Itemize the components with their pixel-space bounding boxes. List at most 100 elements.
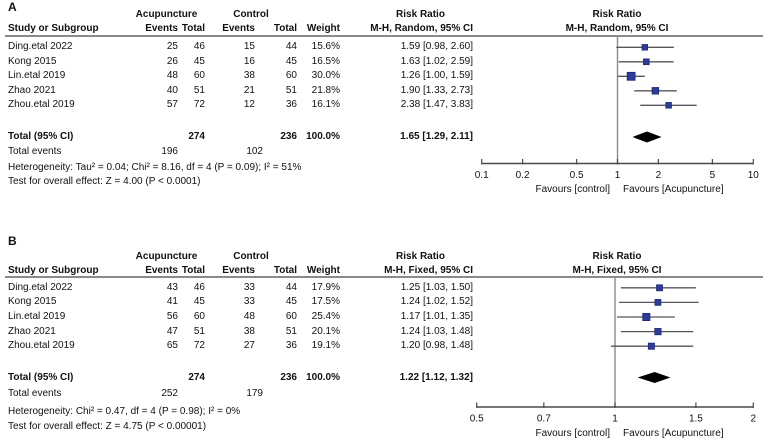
control-total: 60 [285, 70, 297, 82]
control-events: 15 [243, 41, 255, 53]
control-total: 60 [285, 311, 297, 322]
axis-tick-label: 2 [656, 170, 662, 181]
control-total: 44 [285, 41, 297, 53]
study-name: Lin.etal 2019 [8, 311, 66, 322]
acupuncture-total: 60 [193, 70, 205, 82]
weight-value: 21.8% [311, 84, 340, 96]
favours-left-label: Favours [control] [535, 428, 610, 439]
control-events: 33 [243, 296, 255, 308]
axis-tick-label: 5 [710, 170, 716, 181]
study-name: Kong 2015 [8, 55, 57, 67]
col-header-events-acupuncture: Events [145, 265, 178, 276]
heterogeneity-text: Heterogeneity: Chi² = 0.47, df = 4 (P = … [8, 406, 241, 417]
study-name: Ding.etal 2022 [8, 281, 73, 293]
col-header-weight: Weight [306, 265, 340, 276]
control-total: 45 [285, 55, 297, 67]
acupuncture-total: 45 [193, 55, 205, 67]
risk-ratio-ci-value: 1.25 [1.03, 1.50] [400, 281, 473, 293]
acupuncture-events: 43 [166, 281, 178, 293]
weight-value: 30.0% [311, 70, 340, 82]
effect-square [665, 102, 672, 109]
study-name: Kong 2015 [8, 296, 57, 308]
study-name: Ding.etal 2022 [8, 41, 73, 53]
axis-tick-label: 0.1 [475, 170, 489, 181]
favours-left-label: Favours [control] [535, 184, 610, 195]
axis-tick-label: 1.5 [689, 414, 703, 425]
study-name: Zhao 2021 [8, 325, 56, 337]
plot-header-risk-ratio: Risk Ratio [592, 251, 642, 262]
col-header-study: Study or Subgroup [8, 265, 99, 276]
risk-ratio-ci-value: 1.59 [0.98, 2.60] [400, 41, 473, 53]
acupuncture-events: 48 [166, 70, 178, 82]
overall-effect-text: Test for overall effect: Z = 4.00 (P < 0… [8, 176, 201, 187]
col-header-method: M-H, Fixed, 95% CI [384, 265, 473, 276]
effect-square [651, 87, 660, 95]
axis-tick-label: 2 [751, 414, 757, 425]
weight-value: 16.5% [311, 55, 340, 67]
total-control-total: 236 [280, 131, 297, 142]
axis-tick-label: 0.7 [537, 414, 551, 425]
total-events-acupuncture: 252 [161, 388, 178, 399]
study-name: Lin.etal 2019 [8, 70, 66, 82]
col-header-total-acupuncture: Total [181, 265, 205, 276]
weight-value: 19.1% [311, 340, 340, 352]
control-total: 51 [285, 84, 297, 96]
control-events: 12 [243, 99, 255, 111]
effect-square [626, 71, 636, 81]
risk-ratio-ci-value: 1.26 [1.00, 1.59] [400, 70, 473, 82]
axis-tick-label: 1 [615, 170, 621, 181]
risk-ratio-ci-value: 1.24 [1.02, 1.52] [400, 296, 473, 308]
axis-tick-label: 10 [748, 170, 760, 181]
group-header-control: Control [233, 9, 269, 20]
control-total: 36 [285, 99, 297, 111]
acupuncture-total: 51 [193, 325, 205, 337]
total-row-label: Total (95% CI) [8, 372, 74, 383]
risk-ratio-ci-value: 1.24 [1.03, 1.48] [400, 325, 473, 337]
risk-ratio-ci-value: 2.38 [1.47, 3.83] [400, 99, 473, 111]
acupuncture-total: 72 [193, 99, 205, 111]
col-header-total-control: Total [273, 265, 297, 276]
group-header-control: Control [233, 251, 269, 262]
total-diamond [632, 131, 662, 143]
effect-square [641, 44, 649, 51]
weight-value: 20.1% [311, 325, 340, 337]
col-header-total-acupuncture: Total [181, 23, 205, 34]
acupuncture-total: 46 [193, 281, 205, 293]
effect-square [654, 328, 662, 336]
effect-square [656, 284, 663, 292]
total-weight: 100.0% [306, 372, 340, 383]
total-risk-ratio: 1.65 [1.29, 2.11] [400, 131, 473, 142]
weight-value: 17.5% [311, 296, 340, 308]
total-events-label: Total events [8, 388, 62, 399]
plot-header-risk-ratio: Risk Ratio [592, 9, 642, 20]
risk-ratio-ci-value: 1.20 [0.98, 1.48] [400, 340, 473, 352]
effect-square [654, 299, 662, 306]
axis-tick-label: 1 [612, 414, 618, 425]
axis-tick-label: 0.5 [570, 170, 584, 181]
risk-ratio-ci-value: 1.63 [1.02, 2.59] [400, 55, 473, 67]
stats-header-risk-ratio: Risk Ratio [396, 9, 445, 20]
col-header-events-control: Events [222, 23, 255, 34]
acupuncture-events: 65 [166, 340, 178, 352]
axis-tick-label: 0.2 [516, 170, 530, 181]
total-acupuncture-total: 274 [188, 372, 205, 383]
col-header-study: Study or Subgroup [8, 23, 99, 34]
acupuncture-events: 47 [166, 325, 178, 337]
acupuncture-events: 56 [166, 311, 178, 322]
favours-right-label: Favours [Acupuncture] [623, 184, 724, 195]
total-diamond [637, 372, 671, 383]
control-events: 38 [243, 325, 255, 337]
weight-value: 16.1% [311, 99, 340, 111]
control-events: 21 [243, 84, 255, 96]
acupuncture-events: 26 [166, 55, 178, 67]
control-total: 45 [285, 296, 297, 308]
acupuncture-events: 40 [166, 84, 178, 96]
overall-effect-text: Test for overall effect: Z = 4.75 (P < 0… [8, 421, 207, 432]
header-rule [5, 35, 763, 37]
stats-header-risk-ratio: Risk Ratio [396, 251, 445, 262]
total-row-label: Total (95% CI) [8, 131, 74, 142]
acupuncture-total: 45 [193, 296, 205, 308]
control-total: 51 [285, 325, 297, 337]
